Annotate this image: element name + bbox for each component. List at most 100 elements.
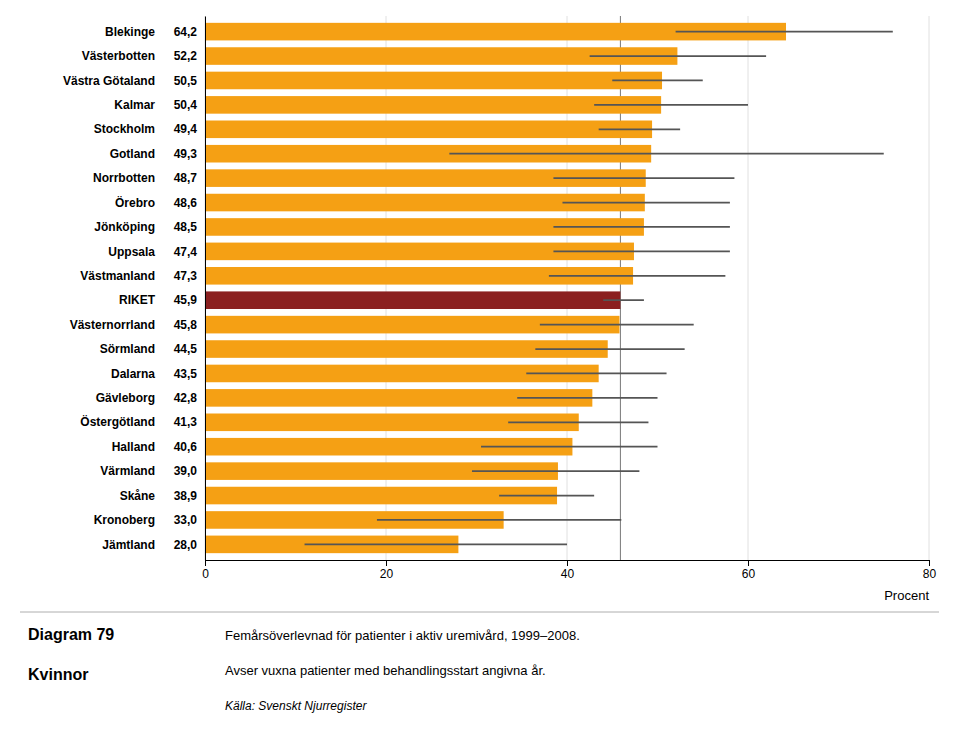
category-label: Kalmar	[114, 98, 155, 112]
data-label: 49,3	[174, 147, 198, 161]
category-label: Västernorrland	[70, 318, 155, 332]
data-label: 50,4	[174, 98, 198, 112]
category-label: Dalarna	[111, 367, 155, 381]
error-bar	[553, 226, 729, 228]
category-label: Västerbotten	[82, 49, 155, 63]
divider	[20, 612, 939, 613]
category-label: Blekinge	[105, 25, 155, 39]
chart: 0 20 40 60 80 Blekinge Västerbotten Västra Göta…	[0, 0, 959, 744]
data-label: 39,0	[174, 464, 198, 478]
error-bar	[549, 275, 725, 277]
error-bar	[612, 80, 703, 82]
data-label: 43,5	[174, 367, 198, 381]
category-label: Jämtland	[102, 538, 155, 552]
category-label: Uppsala	[108, 245, 155, 259]
tick-mark	[748, 560, 749, 566]
error-bar	[676, 31, 893, 33]
tick-mark	[567, 560, 568, 566]
category-label: Skåne	[120, 489, 156, 503]
error-bar	[499, 495, 594, 497]
bar	[205, 96, 661, 114]
category-label: Värmland	[100, 464, 155, 478]
tick-label: 20	[380, 567, 394, 581]
error-bar	[377, 519, 621, 521]
data-label: 40,6	[174, 440, 198, 454]
category-label: Västmanland	[80, 269, 155, 283]
title: Diagram 79	[28, 626, 114, 643]
category-label: Norrbotten	[93, 171, 155, 185]
error-bar	[508, 421, 648, 423]
error-bar	[517, 397, 657, 399]
error-bar	[540, 324, 694, 326]
data-label: 64,2	[174, 25, 198, 39]
error-bar	[481, 446, 657, 448]
data-label: 45,9	[174, 293, 198, 307]
grid	[205, 16, 929, 560]
error-bar	[590, 55, 766, 57]
x-axis: 0 20 40 60 80	[202, 560, 936, 581]
data-label: 45,8	[174, 318, 198, 332]
data-label: 52,2	[174, 49, 198, 63]
tick: 0	[202, 560, 209, 581]
error-bar	[535, 348, 684, 350]
data-label: 50,5	[174, 74, 198, 88]
tick-mark	[386, 560, 387, 566]
tick: 60	[742, 560, 756, 581]
data-label: 44,5	[174, 342, 198, 356]
tick-mark	[929, 560, 930, 566]
tick-label: 60	[742, 567, 756, 581]
subtitle: Kvinnor	[28, 666, 88, 683]
category-label: Jönköping	[94, 220, 155, 234]
data-label: 42,8	[174, 391, 198, 405]
data-label: 48,6	[174, 196, 198, 210]
tick: 20	[380, 560, 394, 581]
data-label: 48,5	[174, 220, 198, 234]
error-bar	[562, 202, 729, 204]
data-label: 28,0	[174, 538, 198, 552]
labels: Blekinge Västerbotten Västra Götaland Kalma…	[63, 25, 197, 552]
data-label: 47,4	[174, 245, 198, 259]
category-label: Kronoberg	[94, 513, 155, 527]
data-label: 49,4	[174, 122, 198, 136]
error-bar	[472, 470, 639, 472]
category-label: Örebro	[115, 195, 155, 210]
axis-line	[205, 17, 206, 561]
tick: 40	[561, 560, 575, 581]
annotation: Femårsöverlevnad för patienter i aktiv u…	[225, 628, 580, 643]
tick-label: 0	[202, 567, 209, 581]
annotation: Källa: Svenskt Njurregister	[225, 699, 367, 713]
data-label: 47,3	[174, 269, 198, 283]
tick-label: 40	[561, 567, 575, 581]
category-label: Gotland	[110, 147, 155, 161]
grid-line	[748, 16, 749, 560]
category-label: RIKET	[119, 293, 156, 307]
axis-title: Procent	[884, 588, 929, 603]
captions: Femårsöverlevnad för patienter i aktiv u…	[225, 628, 580, 713]
category-label: Östergötland	[80, 414, 155, 429]
data-label: 33,0	[174, 513, 198, 527]
category-label: Stockholm	[94, 122, 155, 136]
tick: 80	[923, 560, 937, 581]
error-bar	[603, 299, 644, 301]
tick-label: 80	[923, 567, 937, 581]
grid-line	[205, 16, 206, 560]
error-bar	[594, 104, 748, 106]
plot-area	[205, 16, 893, 560]
error-bar	[305, 543, 567, 545]
data-label: 38,9	[174, 489, 198, 503]
category-label: Västra Götaland	[63, 74, 155, 88]
category-label: Sörmland	[100, 342, 155, 356]
bar	[205, 291, 620, 309]
data-label: 48,7	[174, 171, 198, 185]
category-label: Gävleborg	[96, 391, 155, 405]
error-bar	[526, 373, 666, 375]
error-bar	[553, 177, 734, 179]
error-bar	[449, 153, 883, 155]
error-bar	[553, 250, 729, 252]
bar	[205, 121, 652, 139]
category-label: Halland	[112, 440, 155, 454]
error-bar	[599, 128, 680, 130]
y-axis	[205, 17, 206, 561]
tick-mark	[205, 560, 206, 566]
data-label: 41,3	[174, 415, 198, 429]
